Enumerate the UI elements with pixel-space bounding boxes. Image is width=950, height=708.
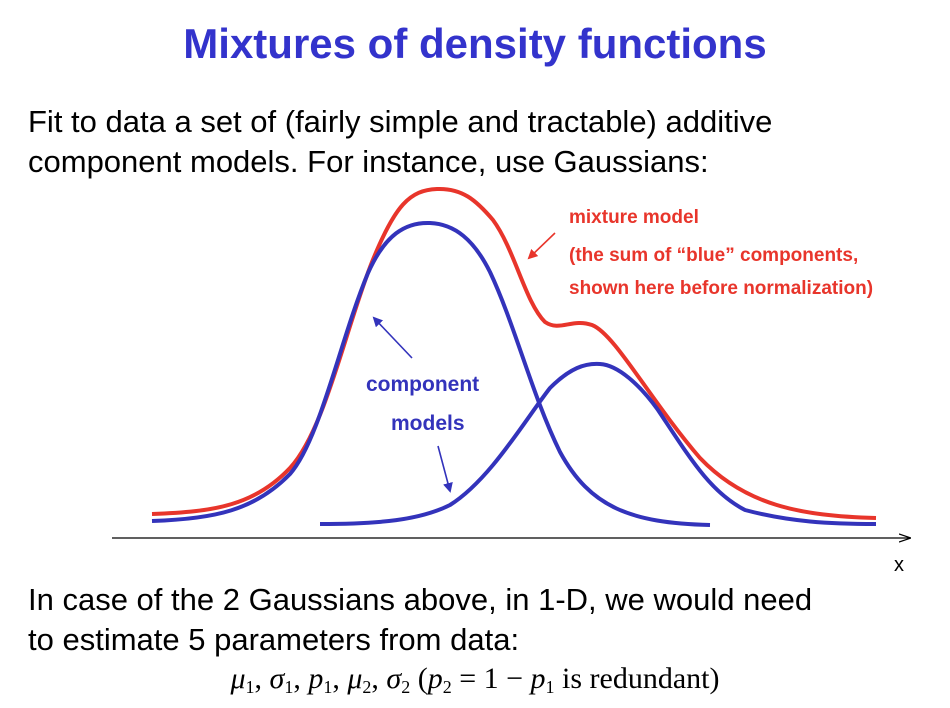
intro-text: Fit to data a set of (fairly simple and … (28, 102, 928, 182)
mixture-note-line-1: (the sum of “blue” components, (569, 245, 858, 266)
mixture-note-line-2: shown here before normalization) (569, 278, 873, 299)
mixture-model-curve (151, 186, 877, 520)
mu-symbol: μ (347, 662, 363, 695)
component-arrow-down (437, 445, 453, 493)
component-model-2-curve (319, 361, 877, 526)
mixture-arrow (527, 232, 556, 260)
p-symbol: p (427, 662, 443, 695)
component-model-1-curve (151, 220, 711, 527)
parameter-formula: μ1, σ1, p1, μ2, σ2 (p2 = 1 − p1 is redun… (230, 662, 720, 697)
component-arrow-up (372, 316, 413, 359)
x-axis-label: x (894, 554, 904, 576)
mu-symbol: μ (230, 662, 246, 695)
mixture-model-label: mixture model (569, 207, 699, 228)
sigma-symbol: σ (386, 662, 402, 695)
p-symbol: p (530, 662, 546, 695)
intro-line-1: Fit to data a set of (fairly simple and … (28, 104, 773, 139)
component-label-line-1: component (366, 373, 479, 396)
p-symbol: p (308, 662, 324, 695)
sigma-symbol: σ (269, 662, 285, 695)
component-label-line-2: models (391, 412, 465, 435)
outro-text: In case of the 2 Gaussians above, in 1-D… (28, 580, 928, 660)
intro-line-2: component models. For instance, use Gaus… (28, 144, 709, 179)
outro-line-1: In case of the 2 Gaussians above, in 1-D… (28, 582, 813, 617)
outro-line-2: to estimate 5 parameters from data: (28, 622, 520, 657)
slide-title: Mixtures of density functions (183, 20, 767, 67)
